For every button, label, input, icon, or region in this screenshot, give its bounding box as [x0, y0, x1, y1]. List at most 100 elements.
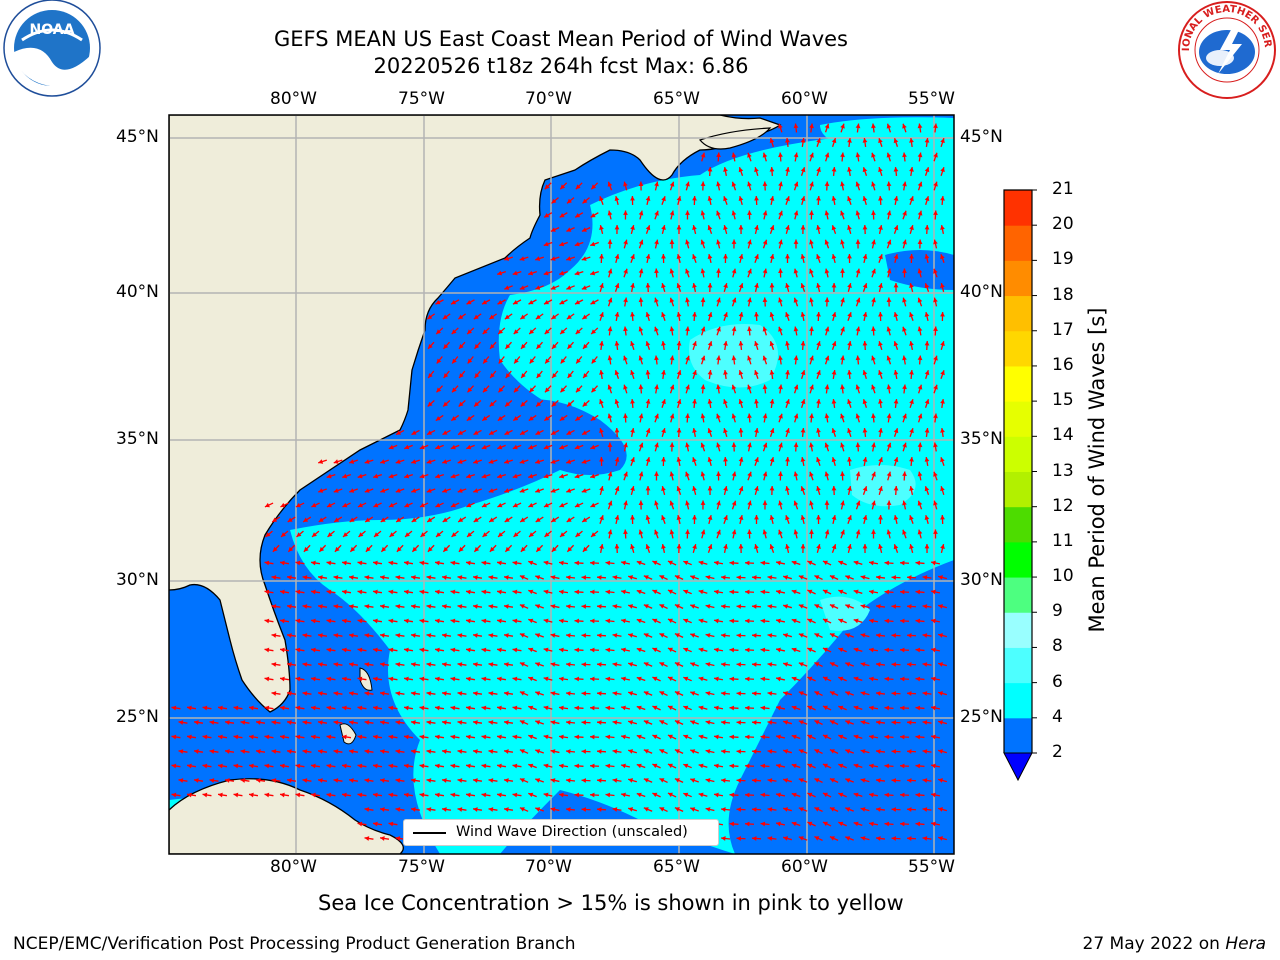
- wind-wave-arrowhead: [845, 749, 851, 754]
- wind-wave-arrowhead: [685, 355, 690, 361]
- wind-wave-arrowhead: [893, 515, 899, 520]
- wind-wave-arrowhead: [357, 618, 363, 624]
- wind-wave-arrowhead: [318, 691, 323, 696]
- wind-wave-arrowhead: [698, 705, 704, 711]
- wind-wave-arrowhead: [575, 387, 581, 393]
- wind-wave-arrowhead: [853, 560, 859, 566]
- wind-wave-arrowhead: [264, 734, 270, 740]
- wind-wave-arrowhead: [886, 413, 892, 419]
- wind-wave-arrowhead: [334, 546, 340, 552]
- wind-wave-arrowhead: [933, 297, 938, 303]
- wind-wave-arrowhead: [924, 515, 930, 521]
- wind-wave-arrowhead: [505, 373, 511, 379]
- wind-wave-arrowhead: [800, 457, 806, 462]
- wind-wave-arrowhead: [876, 807, 881, 812]
- wind-wave-arrowhead: [769, 486, 775, 491]
- wind-wave-arrowhead: [280, 763, 285, 769]
- wind-wave-arrowhead: [829, 807, 835, 812]
- wind-wave-arrowhead: [909, 515, 914, 521]
- wind-wave-arrowhead: [404, 647, 409, 653]
- wind-wave-arrowhead: [636, 589, 642, 595]
- wind-wave-arrowhead: [809, 355, 814, 361]
- wind-wave-arrowhead: [876, 720, 881, 725]
- wind-wave-arrowhead: [473, 633, 478, 638]
- wind-wave-arrowhead: [707, 167, 713, 172]
- wind-wave-arrowhead: [636, 792, 642, 798]
- wind-wave-arrowhead: [654, 239, 659, 245]
- colorbar-tick-label: 2: [1052, 742, 1063, 762]
- wind-wave-arrowhead: [809, 471, 814, 477]
- wind-wave-arrowhead: [543, 618, 549, 624]
- wind-wave-arrowhead: [643, 749, 649, 754]
- wind-wave-arrowhead: [630, 225, 635, 230]
- wind-wave-arrowhead: [450, 792, 456, 798]
- wind-wave-arrowhead: [824, 123, 830, 129]
- wind-wave-arrowhead: [814, 662, 820, 667]
- wind-wave-arrowhead: [917, 181, 923, 187]
- wind-wave-arrowhead: [829, 836, 835, 841]
- wind-wave-arrowhead: [862, 457, 868, 462]
- wind-wave-arrowhead: [388, 647, 394, 653]
- wind-wave-arrowhead: [428, 373, 433, 379]
- wind-wave-arrowhead: [512, 734, 518, 740]
- wind-wave-arrowhead: [302, 604, 308, 609]
- wind-wave-arrowhead: [535, 807, 541, 812]
- wind-wave-arrowhead: [800, 138, 806, 143]
- wind-wave-arrowhead: [785, 457, 790, 462]
- wind-wave-arrowhead: [845, 691, 851, 696]
- lon-label-bottom-55w: 55°W: [908, 857, 955, 877]
- wind-wave-arrowhead: [729, 821, 735, 827]
- wind-wave-arrowhead: [661, 341, 666, 346]
- wind-wave-arrowhead: [869, 821, 874, 827]
- wind-wave-arrowhead: [497, 676, 502, 682]
- wind-wave-arrowhead: [271, 720, 277, 725]
- wind-wave-arrowhead: [909, 341, 914, 346]
- colorbar: [1003, 189, 1037, 782]
- wind-wave-arrowhead: [816, 341, 821, 347]
- wind-wave-arrowhead: [489, 430, 495, 435]
- wind-wave-arrowhead: [590, 473, 596, 479]
- wind-wave-arrowhead: [845, 575, 851, 580]
- wind-wave-arrowhead: [326, 589, 332, 595]
- wind-wave-arrowhead: [745, 821, 750, 827]
- wind-wave-arrowhead: [878, 486, 883, 492]
- wind-wave-arrowhead: [871, 181, 876, 187]
- wind-wave-arrowhead: [498, 358, 504, 364]
- wind-wave-arrowhead: [559, 705, 564, 711]
- wind-wave-arrowhead: [457, 778, 463, 783]
- wind-wave-arrowhead: [171, 763, 177, 769]
- wind-wave-arrowhead: [623, 297, 628, 303]
- wind-wave-arrowhead: [845, 604, 851, 609]
- wind-wave-arrowhead: [938, 691, 943, 696]
- wind-wave-arrowhead: [497, 560, 502, 566]
- wind-wave-arrowhead: [566, 633, 571, 638]
- wind-wave-arrowhead: [915, 618, 921, 624]
- wind-wave-arrowhead: [443, 373, 449, 379]
- wind-wave-arrowhead: [607, 471, 613, 477]
- wind-wave-arrowhead: [607, 413, 613, 419]
- wind-wave-arrowhead: [566, 575, 571, 580]
- graticule: [169, 115, 954, 854]
- wind-wave-arrowhead: [676, 370, 682, 376]
- wind-wave-arrowhead: [264, 560, 270, 566]
- wind-wave-arrowhead: [574, 589, 580, 595]
- wind-wave-arrowhead: [661, 428, 666, 434]
- wind-wave-arrowhead: [909, 254, 914, 259]
- wind-wave-arrowhead: [583, 373, 588, 379]
- wind-wave-arrowhead: [599, 225, 604, 230]
- wind-wave-arrowhead: [559, 734, 564, 740]
- wind-wave-arrowhead: [333, 720, 339, 725]
- wind-wave-arrowhead: [809, 152, 814, 158]
- wind-wave-arrowhead: [809, 442, 814, 448]
- wind-wave-arrowhead: [343, 532, 348, 537]
- wind-wave-arrowhead: [676, 544, 682, 549]
- colorbar-tick-label: 18: [1052, 284, 1074, 305]
- wind-wave-arrowhead: [574, 444, 580, 450]
- wind-wave-arrowhead: [893, 254, 899, 260]
- wind-wave-arrowhead: [654, 384, 659, 390]
- wind-wave-arrowhead: [785, 283, 790, 289]
- wind-wave-arrowhead: [590, 734, 595, 740]
- wind-wave-arrowhead: [612, 691, 618, 696]
- wind-wave-arrowhead: [349, 633, 354, 638]
- wind-wave-arrowhead: [829, 662, 835, 667]
